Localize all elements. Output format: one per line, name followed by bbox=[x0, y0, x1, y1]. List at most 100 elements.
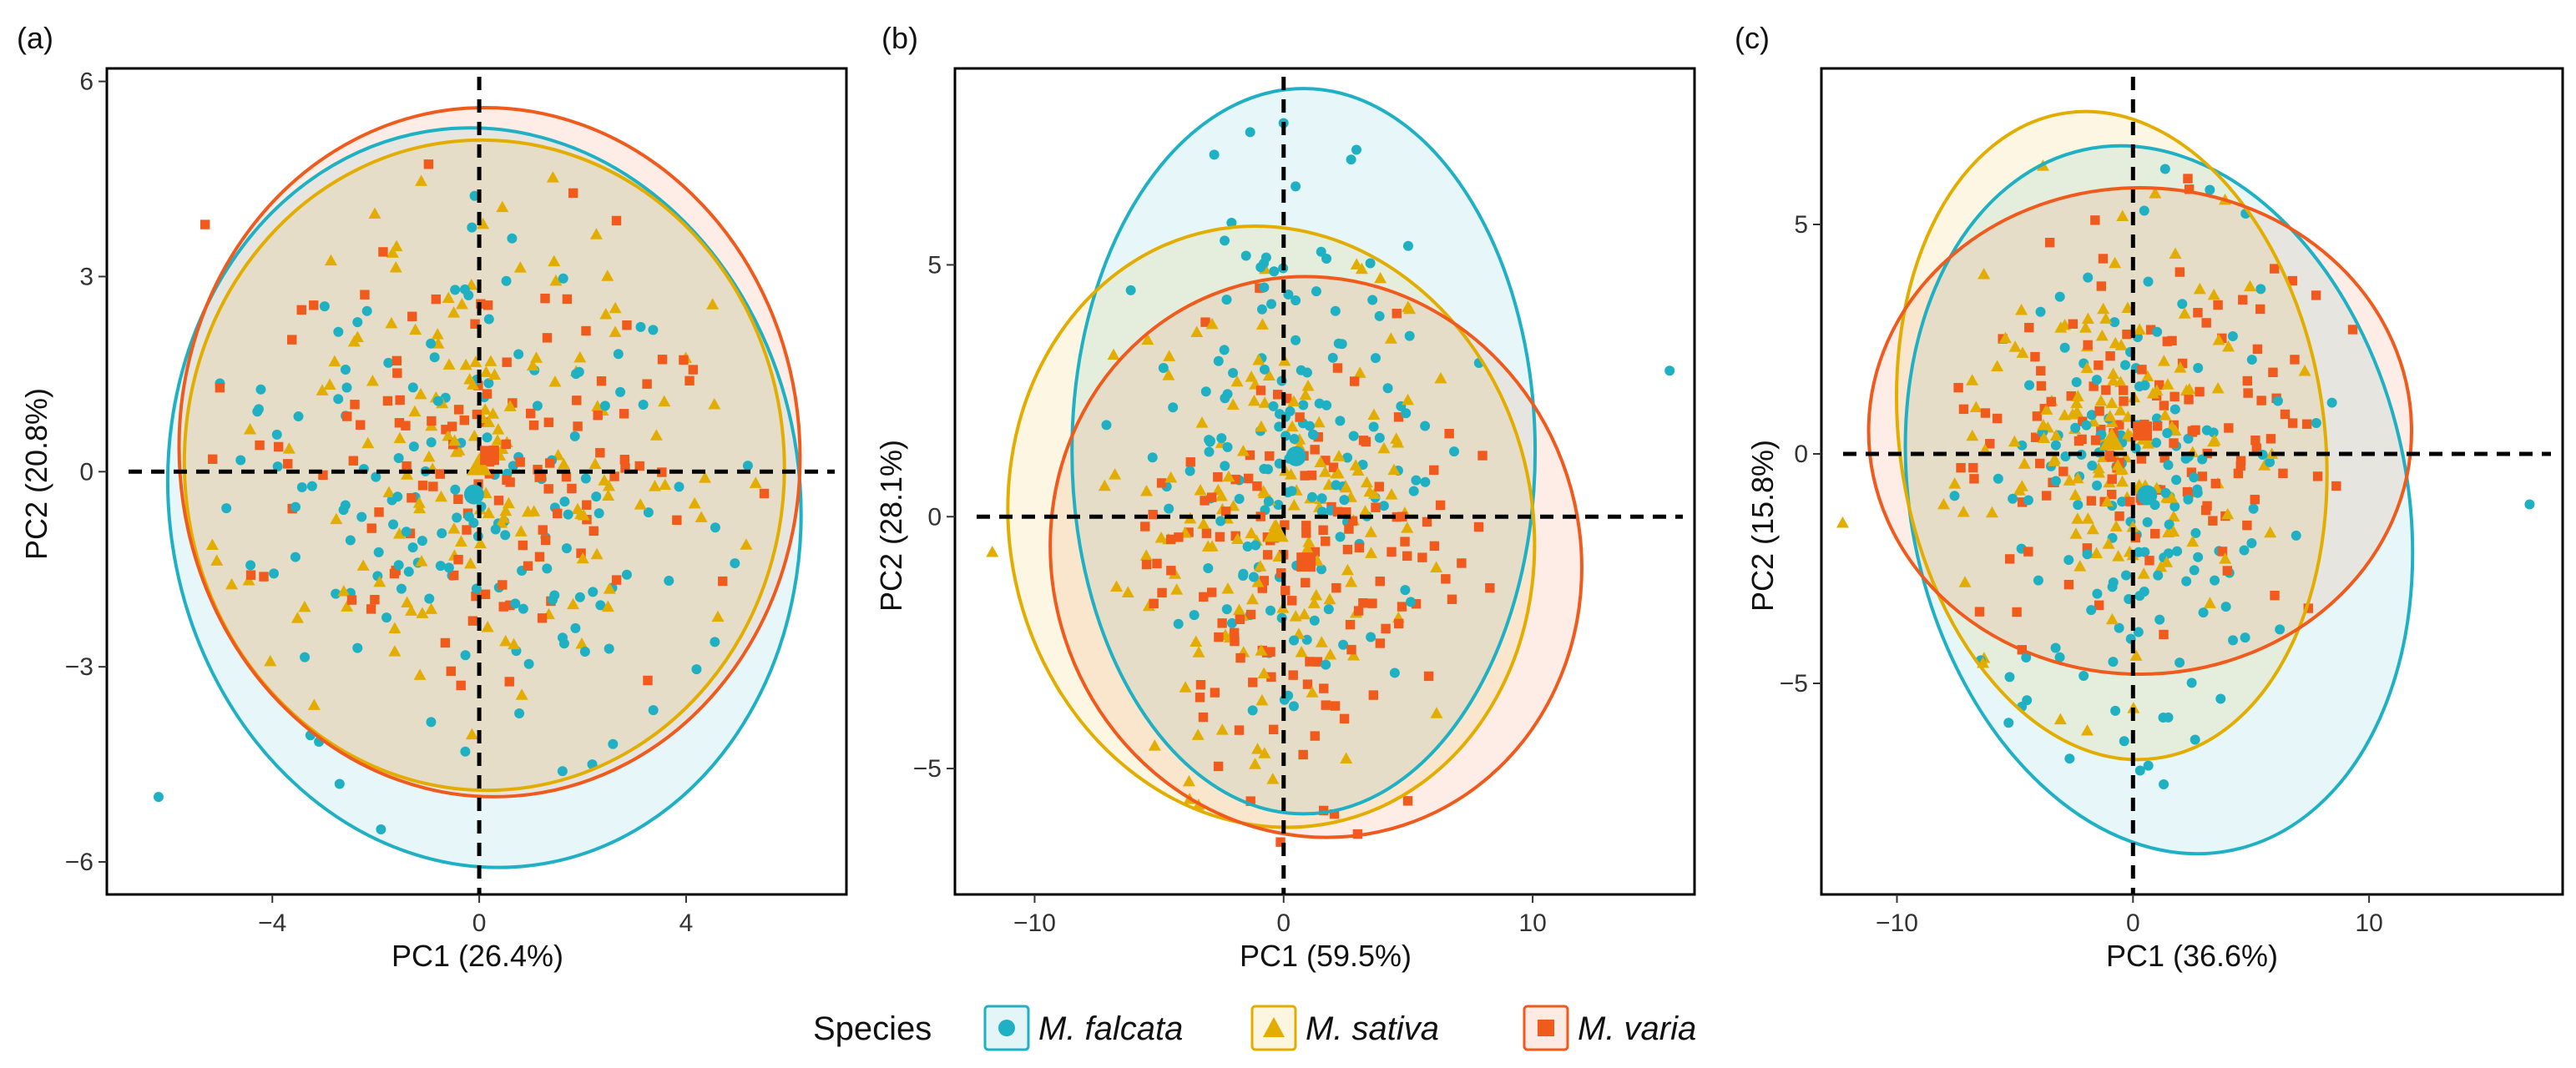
panel-b-point-sativa bbox=[1148, 739, 1161, 751]
panel-c-point-sativa bbox=[2066, 408, 2079, 420]
panel-a-point-sativa bbox=[601, 270, 614, 281]
panel-a-point-varia bbox=[657, 467, 667, 477]
panel-a-point-sativa bbox=[465, 728, 478, 740]
panel-a-point-varia bbox=[467, 616, 478, 626]
panel-b-point-varia bbox=[1393, 412, 1404, 422]
panel-b-point-varia bbox=[1217, 618, 1227, 628]
panel-c-point-falcata bbox=[2078, 670, 2089, 681]
panel-a-point-varia bbox=[567, 483, 577, 494]
panel-b-point-varia bbox=[1429, 541, 1440, 552]
panel-c-point-varia bbox=[2078, 416, 2088, 426]
panel-a-point-sativa bbox=[341, 600, 354, 612]
panel-a-point-sativa bbox=[414, 387, 427, 400]
panel-b-point-falcata bbox=[1265, 605, 1276, 616]
panel-a-point-falcata bbox=[507, 233, 518, 244]
panel-c-point-sativa bbox=[2097, 302, 2110, 315]
panel-b-point-varia bbox=[1329, 809, 1340, 819]
panel-c-point-falcata bbox=[2060, 451, 2071, 462]
panel-c-point-varia bbox=[2106, 452, 2116, 462]
panel-c-point-varia bbox=[2270, 264, 2280, 274]
panel-c-point-sativa bbox=[2090, 547, 2104, 558]
panel-c-point-sativa bbox=[1948, 477, 1962, 489]
panel-a-point-varia bbox=[561, 471, 572, 482]
panel-a-point-falcata bbox=[235, 455, 246, 466]
panel-c-point-varia bbox=[2213, 300, 2223, 310]
panel-a-point-falcata bbox=[613, 349, 624, 360]
panel-c-point-sativa bbox=[2038, 431, 2051, 444]
panel-b-point-varia bbox=[1300, 471, 1310, 481]
panel-b-point-sativa bbox=[1307, 597, 1321, 608]
panel-b-point-varia bbox=[1350, 376, 1360, 386]
panel-a-point-falcata bbox=[742, 461, 753, 471]
panel-c-point-falcata bbox=[2003, 718, 2014, 728]
panel-c-point-varia bbox=[2082, 543, 2093, 553]
panel-b-point-varia bbox=[1321, 700, 1331, 710]
panel-c-point-varia bbox=[2098, 254, 2109, 264]
panel-b-point-falcata bbox=[1378, 501, 1389, 511]
panel-a-point-falcata bbox=[253, 404, 264, 415]
panel-a-point-varia bbox=[611, 575, 622, 585]
panel-b-point-falcata bbox=[1228, 367, 1239, 378]
panel-a-point-varia bbox=[423, 159, 434, 169]
panel-c-point-sativa bbox=[2105, 612, 2119, 625]
panel-b-point-varia bbox=[1273, 390, 1283, 400]
panel-a-points bbox=[153, 159, 770, 835]
panel-c-xtick-label: −10 bbox=[1876, 909, 1918, 937]
panel-b-point-varia bbox=[1268, 724, 1279, 735]
panel-a-point-varia bbox=[346, 595, 357, 605]
panel-b-point-falcata bbox=[1247, 705, 1258, 716]
panel-b-point-sativa bbox=[1107, 348, 1120, 360]
panel-c-point-falcata bbox=[2064, 753, 2075, 764]
panel-a-point-sativa bbox=[337, 585, 351, 597]
panel-b-point-sativa bbox=[1195, 416, 1209, 428]
panel-a-xlabel: PC1 (26.4%) bbox=[391, 939, 563, 973]
panel-a-point-varia bbox=[581, 325, 591, 336]
panel-b-point-falcata bbox=[1221, 604, 1232, 615]
panel-c-point-falcata bbox=[2107, 582, 2118, 592]
panel-a-point-falcata bbox=[579, 646, 590, 657]
panel-b-point-sativa bbox=[1222, 470, 1235, 482]
panel-c-point-varia bbox=[2280, 409, 2291, 420]
panel-c-point-varia bbox=[2312, 471, 2323, 481]
panel-c-point-varia bbox=[2169, 438, 2179, 448]
panel-a-point-varia bbox=[407, 311, 417, 321]
panel-b-point-falcata bbox=[1240, 250, 1251, 261]
panel-c-point-sativa bbox=[2149, 187, 2162, 199]
panel-b-point-varia bbox=[1397, 602, 1407, 612]
panel-c-point-sativa bbox=[2018, 457, 2031, 469]
panel-b-point-sativa bbox=[1341, 563, 1354, 576]
panel-a-point-varia bbox=[525, 408, 536, 419]
panel-b-point-falcata bbox=[1348, 431, 1359, 441]
panel-a-point-falcata bbox=[408, 441, 419, 452]
panel-a-point-varia bbox=[378, 247, 388, 257]
panel-c-point-varia bbox=[2242, 520, 2252, 531]
panel-b-point-varia bbox=[1185, 457, 1195, 467]
panel-c-point-varia bbox=[1968, 462, 1978, 473]
panel-c-xtick-label: 0 bbox=[2126, 909, 2140, 937]
panel-b-point-falcata bbox=[1301, 367, 1312, 378]
panel-c-point-sativa bbox=[2048, 455, 2061, 466]
panel-b-point-varia bbox=[1306, 470, 1317, 481]
panel-c-plot-area: −10 0 10 −5 0 5 bbox=[1780, 67, 2564, 937]
panel-b-point-sativa bbox=[1331, 466, 1345, 479]
panel-b-point-varia bbox=[1310, 547, 1321, 557]
panel-c-point-falcata bbox=[2183, 494, 2194, 505]
panel-b-point-varia bbox=[1371, 502, 1381, 512]
panel-c-point-varia bbox=[2278, 468, 2288, 478]
panel-b-point-varia bbox=[1332, 506, 1343, 516]
panel-a-ylabel: PC2 (20.8%) bbox=[19, 388, 53, 560]
panel-b-point-sativa bbox=[1287, 498, 1301, 511]
panel-c-point-falcata bbox=[2255, 284, 2266, 295]
panel-c-point-varia bbox=[2162, 336, 2173, 346]
panel-a-point-varia bbox=[350, 400, 360, 410]
panel-a-point-varia bbox=[518, 540, 528, 551]
panel-c-xtick-label: 10 bbox=[2355, 909, 2382, 937]
panel-c-point-varia bbox=[2251, 443, 2262, 453]
panel-c-point-falcata bbox=[2164, 519, 2174, 530]
panel-a-point-sativa bbox=[502, 496, 515, 509]
panel-a-point-falcata bbox=[514, 708, 525, 719]
panel-a-point-sativa bbox=[307, 698, 321, 710]
legend-label-varia: M. varia bbox=[1578, 1010, 1696, 1047]
panel-c-point-varia bbox=[2046, 396, 2056, 407]
panel-a-point-falcata bbox=[426, 717, 437, 728]
